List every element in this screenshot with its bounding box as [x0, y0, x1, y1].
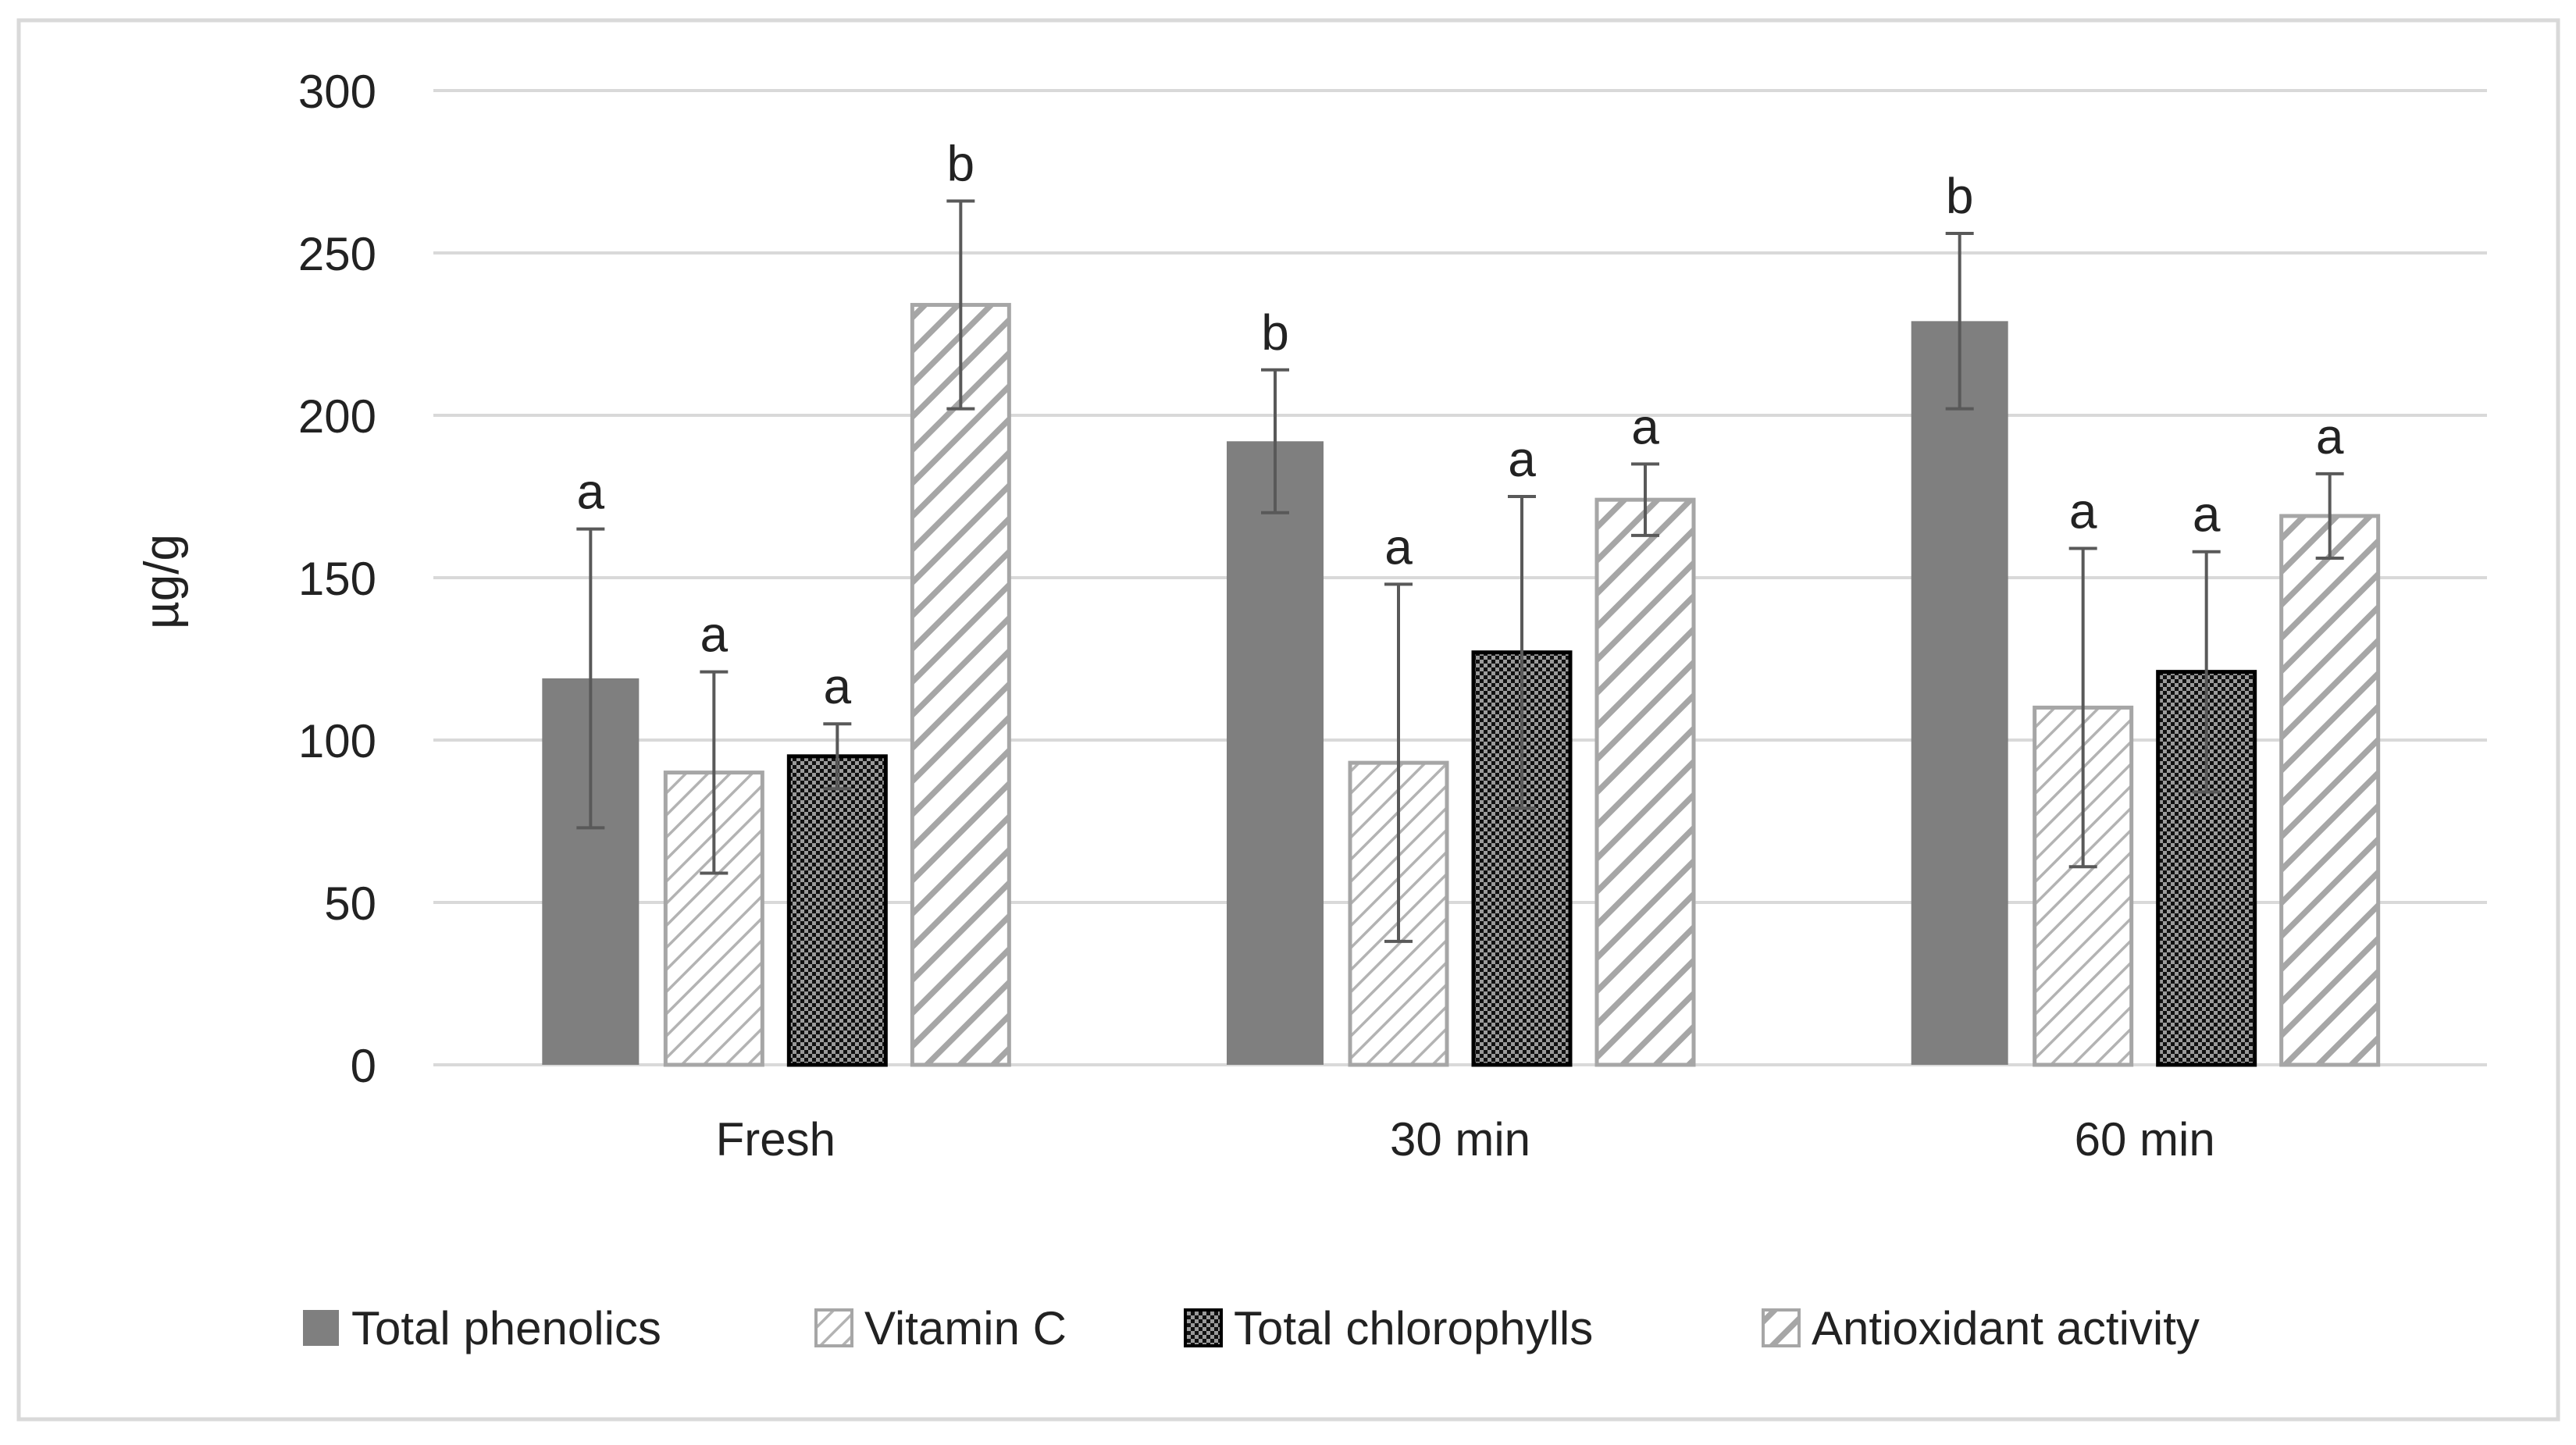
legend-swatch: [303, 1310, 339, 1346]
gridlines: [433, 89, 2487, 1066]
bar: [1911, 321, 2008, 1065]
legend-swatch: [1184, 1308, 1223, 1347]
significance-letter: a: [2316, 408, 2344, 464]
error-bars: [576, 199, 2344, 943]
significance-letter: a: [577, 464, 605, 520]
significance-letter: a: [1384, 518, 1413, 575]
y-axis-label: µg/g: [135, 534, 189, 629]
bar: [786, 754, 888, 1067]
significance-letter: a: [2069, 483, 2097, 539]
x-axis-labels: Fresh 30 min 60 min: [716, 1113, 2215, 1166]
legend-label: Total chlorophylls: [1234, 1302, 1593, 1354]
bar: [910, 303, 1011, 1067]
y-tick-label: 100: [298, 715, 376, 767]
bar: [1594, 497, 1696, 1067]
legend: Total phenolics Vitamin C Total chlorophyl…: [303, 1302, 2200, 1354]
y-tick-label: 300: [298, 66, 376, 118]
significance-letters: a a a b b a a a b a a a: [577, 135, 2344, 714]
legend-swatch: [1762, 1308, 1801, 1347]
significance-letter: a: [2193, 486, 2221, 543]
x-category-label: 30 min: [1390, 1113, 1530, 1166]
significance-letter: a: [700, 607, 729, 663]
y-tick-label: 200: [298, 390, 376, 443]
y-tick-label: 0: [351, 1040, 376, 1092]
y-tick-label: 50: [324, 877, 376, 930]
significance-letter: b: [947, 135, 975, 191]
bars: [542, 303, 2381, 1067]
bar: [1227, 441, 1324, 1065]
legend-swatch: [814, 1308, 853, 1347]
x-category-label: 60 min: [2075, 1113, 2215, 1166]
y-tick-label: 250: [298, 228, 376, 280]
y-tick-label: 150: [298, 553, 376, 605]
legend-label: Antioxidant activity: [1812, 1302, 2200, 1354]
significance-letter: b: [1261, 304, 1289, 361]
legend-label: Vitamin C: [864, 1302, 1067, 1354]
significance-letter: b: [1946, 168, 1974, 224]
bar: [2279, 514, 2381, 1067]
significance-letter: a: [1631, 398, 1659, 454]
y-axis-ticks: 0 50 100 150 200 250 300: [298, 66, 376, 1092]
x-category-label: Fresh: [716, 1113, 836, 1166]
significance-letter: a: [1508, 431, 1536, 487]
legend-label: Total phenolics: [351, 1302, 661, 1354]
significance-letter: a: [824, 658, 852, 714]
